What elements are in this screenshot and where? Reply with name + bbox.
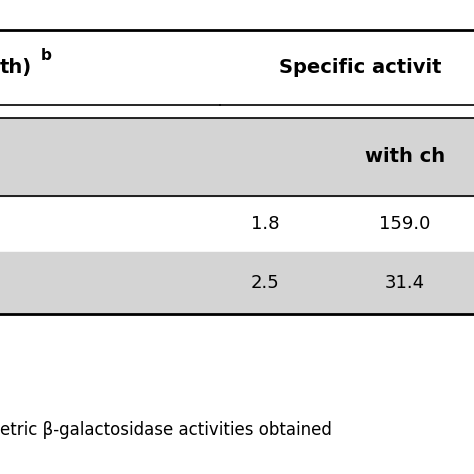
Text: 31.4: 31.4 (385, 274, 425, 292)
Bar (0, 118, 474, 196)
Text: etric β-galactosidase activities obtained: etric β-galactosidase activities obtaine… (0, 421, 332, 439)
Text: 2.5: 2.5 (251, 274, 279, 292)
Bar (0, 252, 474, 314)
Text: with ch: with ch (365, 147, 445, 166)
Text: 1.8: 1.8 (251, 215, 279, 233)
Text: b: b (40, 48, 51, 63)
Text: Specific activit: Specific activit (279, 58, 441, 77)
Text: 159.0: 159.0 (379, 215, 431, 233)
Text: th): th) (0, 58, 32, 77)
